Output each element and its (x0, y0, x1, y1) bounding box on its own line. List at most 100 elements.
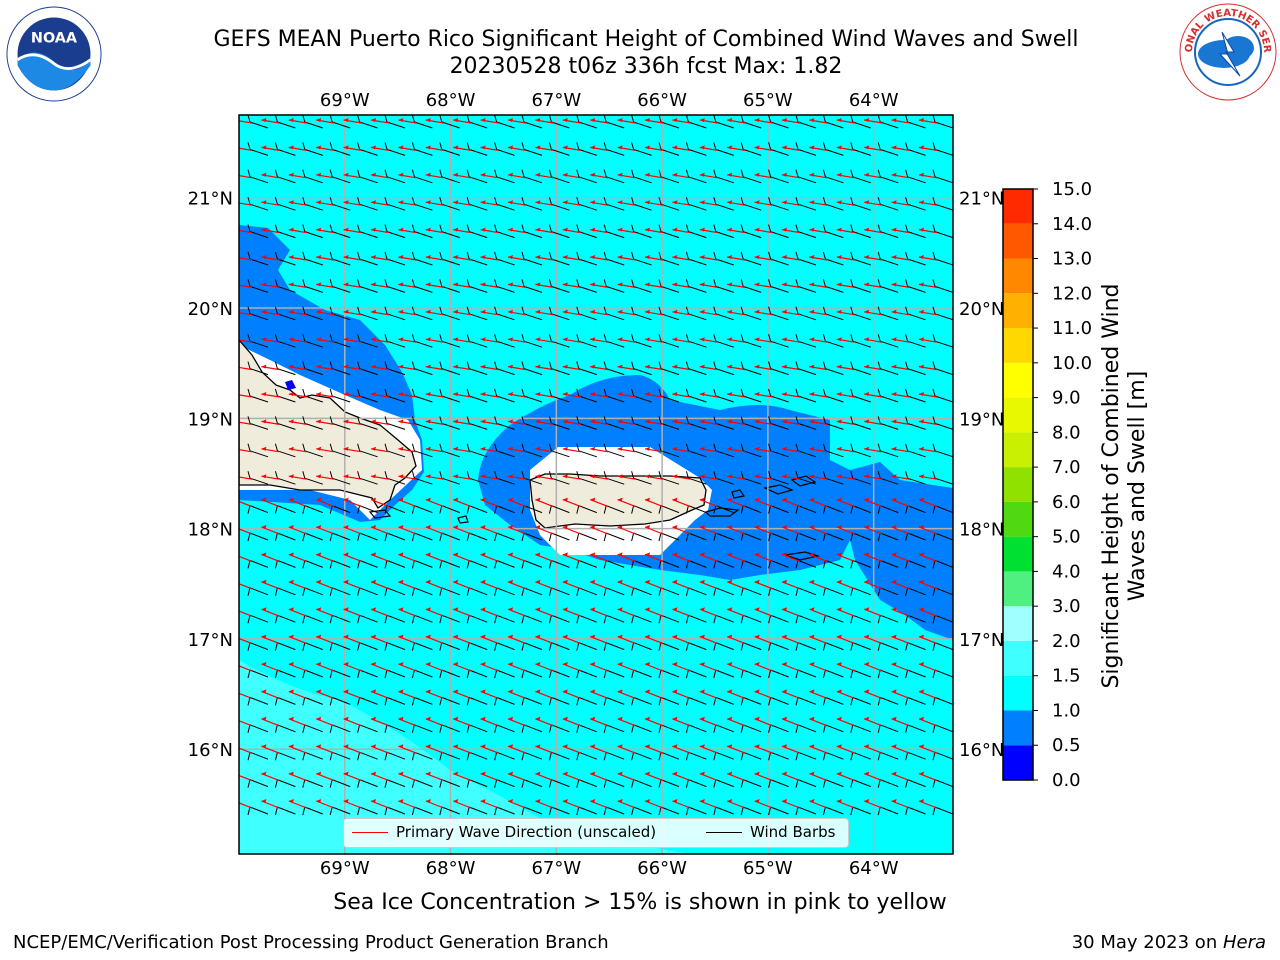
wind-barb (603, 751, 625, 761)
wave-direction-arrow (672, 446, 691, 453)
wave-direction-arrow (316, 419, 335, 425)
wind-barb (439, 669, 460, 679)
wave-direction-arrow (370, 118, 390, 124)
wave-direction-arrow (239, 366, 253, 371)
wind-barb (713, 279, 734, 293)
wind-barb (740, 559, 762, 569)
wind-barb (439, 334, 460, 348)
wind-barb (822, 388, 844, 403)
wind-barb (905, 306, 926, 321)
legend-label-wave-direction: Primary Wave Direction (unscaled) (396, 823, 657, 841)
wave-direction-arrow (343, 799, 362, 809)
wind-barb (658, 559, 680, 569)
wind-barb (521, 197, 543, 211)
wave-direction-arrow (836, 118, 855, 124)
map-legend: Primary Wave Direction (unscaled) Wind B… (343, 818, 849, 848)
wind-barb (822, 724, 844, 733)
wind-barb (521, 279, 543, 293)
wind-barb (384, 779, 406, 788)
wave-direction-arrow (863, 689, 883, 699)
wind-barb (274, 724, 296, 733)
wind-barb (329, 779, 351, 788)
wave-direction-arrow (836, 145, 855, 151)
colorbar-tick-label-11: 9.0 (1052, 388, 1081, 409)
wind-barb (795, 724, 817, 733)
wave-direction-arrow (590, 255, 609, 261)
wind-barb (494, 361, 515, 376)
wave-direction-arrow (672, 227, 691, 234)
wave-direction-arrow (562, 419, 581, 425)
wave-direction-arrow (316, 392, 335, 398)
wave-direction-arrow (589, 771, 609, 782)
wave-direction-arrow (864, 255, 883, 261)
wind-barb (795, 751, 817, 761)
wind-barb (576, 334, 597, 348)
wind-barb (768, 696, 789, 706)
wave-direction-arrow (644, 607, 664, 617)
wind-barb (603, 334, 625, 348)
wind-barb (411, 251, 433, 266)
wind-barb (302, 696, 323, 706)
wave-direction-arrow (726, 744, 746, 754)
wind-barb (302, 642, 323, 651)
wave-direction-arrow (809, 145, 828, 151)
wave-direction-arrow (699, 118, 718, 124)
lon-tick-bottom-0: 69°W (320, 858, 370, 879)
wind-barb (713, 505, 734, 514)
wave-direction-arrow (589, 634, 609, 645)
wind-barb (494, 224, 515, 239)
wind-barb (603, 279, 625, 293)
wind-barb (576, 669, 597, 679)
wave-direction-arrow (809, 497, 828, 508)
wave-direction-arrow (754, 172, 773, 179)
wind-barb (521, 806, 543, 816)
wind-barb (247, 587, 269, 596)
wave-direction-arrow (398, 607, 417, 617)
wave-direction-arrow (809, 474, 828, 480)
wave-direction-arrow (343, 392, 362, 398)
wave-direction-arrow (726, 579, 746, 590)
wind-barb (740, 361, 762, 376)
wave-direction-arrow (480, 282, 499, 288)
wind-barb (411, 559, 433, 569)
wave-direction-arrow (370, 309, 390, 316)
wave-direction-arrow (726, 662, 746, 672)
wind-barb (905, 388, 926, 403)
wind-barb (631, 115, 652, 129)
wind-barb (247, 142, 269, 156)
wave-direction-arrow (425, 689, 445, 699)
wind-barb (357, 779, 378, 788)
wind-barb (603, 471, 625, 485)
wind-barb (274, 334, 296, 348)
wave-direction-arrow (891, 309, 910, 316)
wave-direction-arrow (864, 172, 883, 179)
wave-direction-arrow (480, 255, 499, 261)
colorbar-segment-0 (1003, 745, 1033, 780)
noaa-logo-icon: NOAA (6, 6, 102, 102)
wave-direction-arrow (918, 200, 938, 206)
wind-barb (631, 279, 652, 293)
wind-barb (877, 559, 899, 569)
wave-direction-arrow (836, 309, 855, 316)
wave-direction-arrow (343, 200, 362, 206)
wave-direction-arrow (562, 255, 581, 261)
wave-direction-arrow (754, 200, 773, 206)
wind-barb (768, 751, 789, 761)
wave-direction-arrow (453, 118, 472, 124)
wave-direction-arrow (507, 309, 527, 316)
wind-barb (631, 614, 652, 624)
wind-barb (521, 443, 543, 458)
wind-barb (658, 779, 680, 788)
wave-direction-arrow (891, 446, 910, 453)
wave-direction-arrow (754, 525, 773, 535)
wind-barb (631, 471, 652, 485)
wave-direction-arrow (699, 474, 718, 480)
wind-barb (576, 642, 597, 651)
wave-direction-arrow (452, 552, 472, 562)
colorbar-tick-label-16: 14.0 (1052, 214, 1092, 235)
wave-direction-arrow (261, 337, 280, 343)
wave-direction-arrow (726, 497, 746, 508)
wave-direction-arrow (699, 200, 718, 206)
wave-direction-arrow (781, 799, 801, 809)
wind-barb (905, 142, 926, 156)
